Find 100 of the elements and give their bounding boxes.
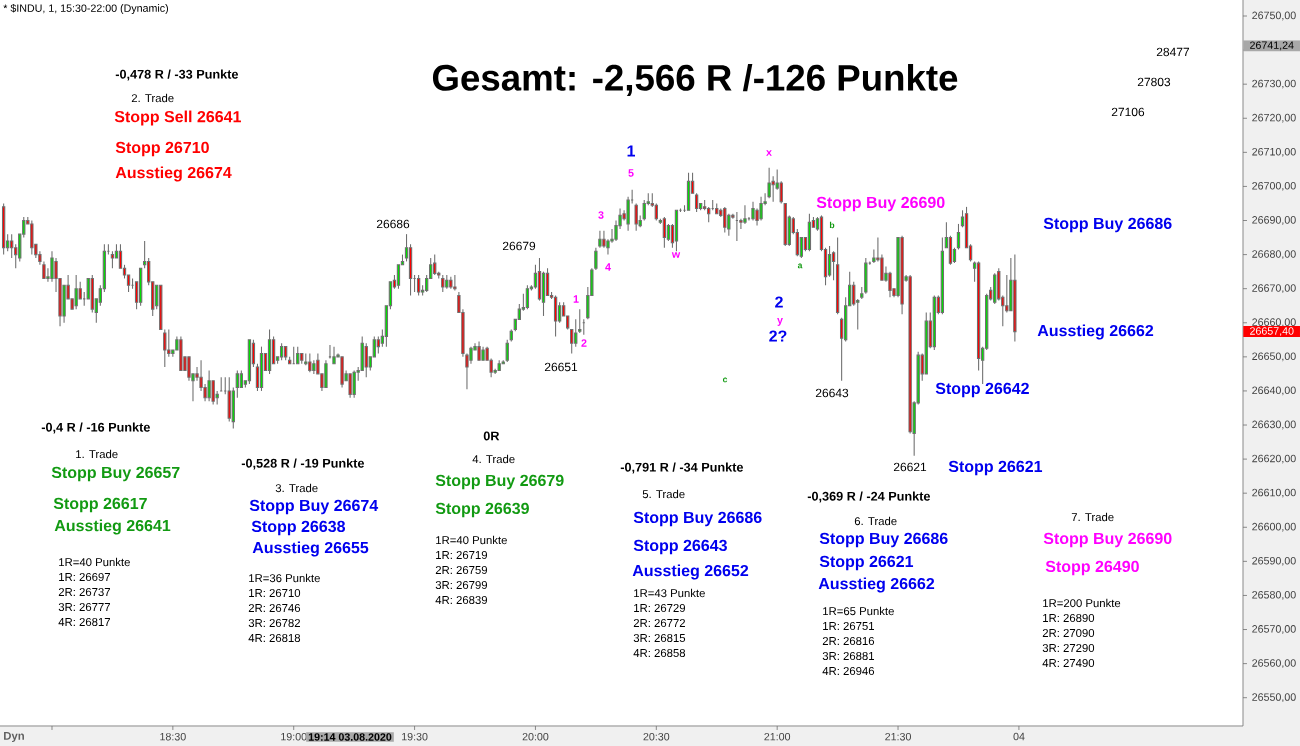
annotation: 1R=200 Punkte: [1043, 598, 1121, 608]
candlestick: [328, 344, 332, 360]
annotation: Stopp Buy 26686: [1043, 217, 1172, 233]
candlestick: [207, 369, 211, 402]
candlestick: [610, 228, 614, 244]
annotation: 1R=36 Punkte: [249, 573, 320, 583]
y-tick-label: 26630,00: [1252, 420, 1296, 430]
annotation: Ausstieg 26662: [1037, 324, 1154, 340]
candlestick: [888, 271, 892, 298]
candlestick: [1013, 254, 1017, 343]
annotation: 26651: [544, 362, 578, 372]
annotation: Stopp 26643: [633, 539, 727, 555]
annotation: 28477: [1156, 47, 1190, 57]
text: 26657,40: [1250, 327, 1294, 336]
y-tick-label: 26660,00: [1252, 318, 1296, 328]
y-tick-label: 26610,00: [1252, 488, 1296, 498]
annotation: 3R: 26799: [435, 580, 488, 589]
annotation: 1R=40 Punkte: [59, 557, 130, 567]
annotation: Stopp Buy 26690: [816, 196, 945, 212]
annotation: 4: [605, 263, 611, 271]
annotation: -0,528 R / -19 Punkte: [241, 458, 365, 470]
text: 04: [1013, 732, 1025, 741]
y-tick-label: 26730,00: [1252, 79, 1296, 89]
y-tick-label: 26570,00: [1252, 625, 1296, 634]
annotation: Stopp 26642: [935, 382, 1029, 398]
x-tick-label: 20:30: [643, 732, 670, 741]
annotation: 2R: 26759: [435, 565, 488, 574]
candlestick: [50, 250, 54, 283]
annotation: Ausstieg 26674: [115, 166, 232, 182]
annotation: 27106: [1111, 107, 1145, 117]
annotation: b: [829, 221, 835, 229]
annotation: 3R: 26815: [633, 633, 686, 642]
annotation: 4R: 26839: [435, 595, 488, 604]
annotation: 3: [598, 211, 604, 219]
annotation: 7. Trade: [1071, 512, 1114, 522]
annotation: c: [722, 377, 728, 383]
annotation: a: [797, 263, 803, 269]
annotation: 27803: [1137, 77, 1171, 87]
annotation: 1R: 26697: [59, 572, 110, 581]
y-tick-label: 26710,00: [1252, 147, 1296, 157]
annotation: 2R: 26772: [633, 618, 685, 627]
chart-subtitle: * $INDU, 1, 15:30-22:00 (Dynamic): [3, 3, 168, 15]
annotation: Stopp Buy 26686: [819, 532, 948, 548]
candlestick: [767, 167, 771, 199]
candlestick: [735, 211, 739, 242]
candlestick: [598, 230, 602, 249]
annotation: 26643: [815, 388, 849, 398]
annotation: 4R: 26818: [248, 633, 301, 642]
y-tick-label: 26560,00: [1252, 659, 1296, 669]
annotation: Ausstieg 26655: [252, 541, 369, 557]
annotation: -0,369 R / -24 Punkte: [807, 491, 931, 503]
candlestick: [292, 346, 296, 365]
y-tick-label: 26640,00: [1252, 386, 1296, 396]
candlestick: [606, 238, 610, 256]
annotation: w: [671, 252, 681, 258]
annotation: Stopp Buy 26690: [1043, 532, 1172, 548]
annotation: -0,478 R / -33 Punkte: [115, 69, 239, 81]
annotation: Stopp Buy 26674: [249, 499, 379, 515]
annotation: Stopp Buy 26686: [633, 511, 762, 527]
candlestick: [614, 219, 618, 242]
annotation: Stopp 26621: [819, 555, 914, 571]
annotation: 5: [628, 169, 634, 177]
annotation: 1: [573, 295, 579, 303]
annotation: y: [777, 318, 783, 326]
annotation: 26621: [893, 462, 927, 472]
annotation: 0R: [483, 431, 500, 441]
annotation: x: [766, 150, 772, 156]
annotation: 1R=43 Punkte: [634, 588, 705, 598]
candlestick: [900, 235, 904, 315]
candlestick: [602, 230, 606, 249]
annotation: Ausstieg 26641: [54, 519, 171, 535]
annotation: 2R: 27090: [1042, 628, 1095, 637]
y-tick-label: 26700,00: [1252, 182, 1296, 191]
annotation: 1R: 26710: [249, 588, 301, 597]
annotation: Stopp 26621: [948, 460, 1043, 476]
annotation: 1: [627, 145, 636, 157]
y-tick-label: 26590,00: [1252, 556, 1296, 566]
annotation: Stopp 26490: [1045, 560, 1139, 576]
x-tick-label: 20:00: [522, 732, 549, 741]
annotation: 3R: 26777: [58, 602, 110, 611]
annotation: Stopp 26710: [115, 141, 209, 157]
y-tick-label: 26750,00: [1252, 11, 1296, 21]
annotation: 3R: 26881: [822, 651, 874, 660]
annotation: 2R: 26746: [248, 603, 301, 612]
y-tick-label: 26550,00: [1252, 693, 1296, 703]
annotation: 2R: 26816: [822, 636, 875, 645]
annotation: 1. Trade: [76, 449, 118, 459]
x-tick-label: 19:00: [281, 732, 307, 741]
annotation: Stopp Buy 26679: [435, 474, 564, 490]
annotation: 2?: [769, 330, 787, 342]
annotation: 2: [775, 296, 783, 308]
candlestick: [872, 248, 876, 264]
candlestick: [469, 346, 473, 365]
candlestick: [1005, 274, 1009, 314]
y-tick-label: 26580,00: [1252, 591, 1296, 600]
annotation: 1R: 26729: [634, 603, 686, 612]
annotation: 26686: [376, 219, 410, 229]
annotation: 4. Trade: [472, 454, 515, 464]
annotation: 4R: 26858: [633, 648, 686, 657]
annotation: Ausstieg 26662: [818, 577, 935, 593]
